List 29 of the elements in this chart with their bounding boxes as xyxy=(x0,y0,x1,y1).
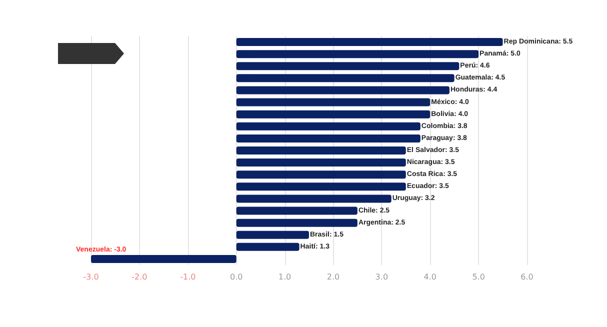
bar xyxy=(91,254,236,263)
bar xyxy=(236,158,406,167)
bar xyxy=(236,38,503,46)
bar xyxy=(236,122,420,130)
bar xyxy=(236,170,406,179)
x-tick-label: 2.0 xyxy=(326,272,340,282)
bar xyxy=(236,242,300,251)
bar xyxy=(236,218,358,227)
x-tick-label: -1.0 xyxy=(180,272,196,282)
x-tick-label: 3.0 xyxy=(375,272,388,282)
bar xyxy=(236,206,358,215)
bar xyxy=(236,134,420,142)
bar xyxy=(236,74,454,82)
x-tick-label: 0.0 xyxy=(230,272,243,282)
x-tick-label: 5.0 xyxy=(472,272,485,282)
x-tick-label: 6.0 xyxy=(520,272,534,282)
bar xyxy=(236,110,430,118)
bar xyxy=(236,182,406,191)
bar xyxy=(236,98,430,106)
bar xyxy=(236,50,479,58)
x-tick-label: -2.0 xyxy=(132,272,148,282)
x-tick-label: 4.0 xyxy=(424,272,436,282)
x-tick-label: 1.0 xyxy=(278,272,292,282)
bar xyxy=(236,230,309,239)
bar xyxy=(236,194,392,203)
bar xyxy=(236,62,460,70)
x-tick-label: -3.0 xyxy=(83,272,99,282)
bar xyxy=(236,146,406,154)
bar xyxy=(236,86,450,94)
